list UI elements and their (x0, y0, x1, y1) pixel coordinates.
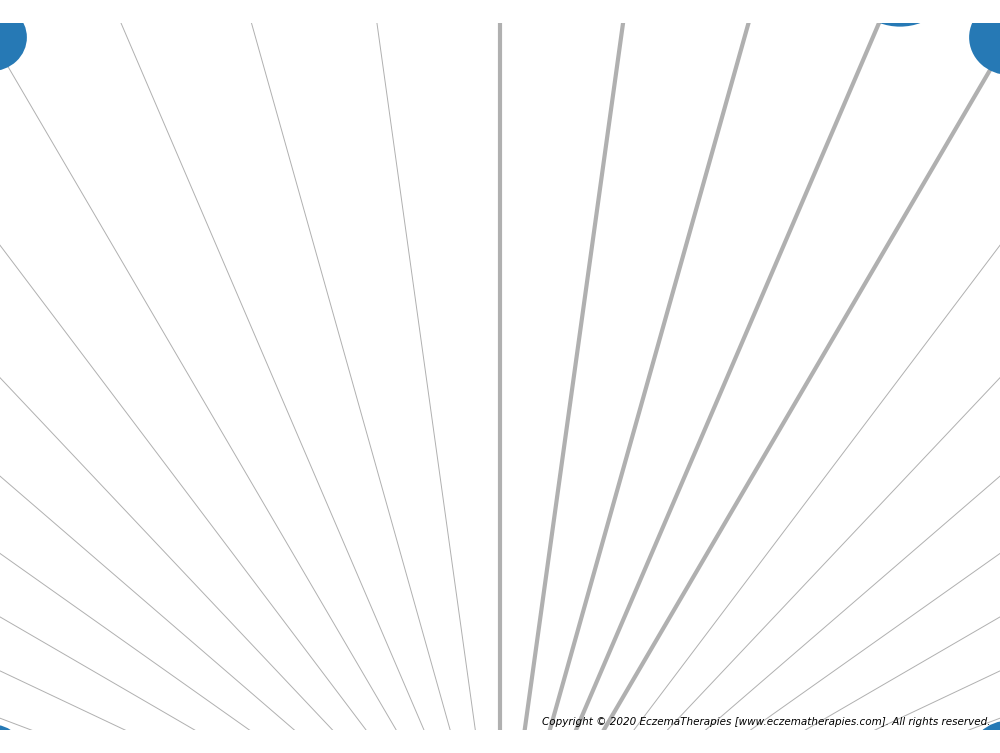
Ellipse shape (64, 0, 136, 8)
Ellipse shape (844, 0, 956, 26)
Ellipse shape (0, 4, 27, 72)
Ellipse shape (0, 724, 27, 753)
Text: Copyright © 2020 EczemaTherapies [www.eczematherapies.com]. All rights reserved.: Copyright © 2020 EczemaTherapies [www.ec… (542, 717, 990, 727)
Ellipse shape (969, 721, 1000, 753)
Ellipse shape (969, 0, 1000, 75)
